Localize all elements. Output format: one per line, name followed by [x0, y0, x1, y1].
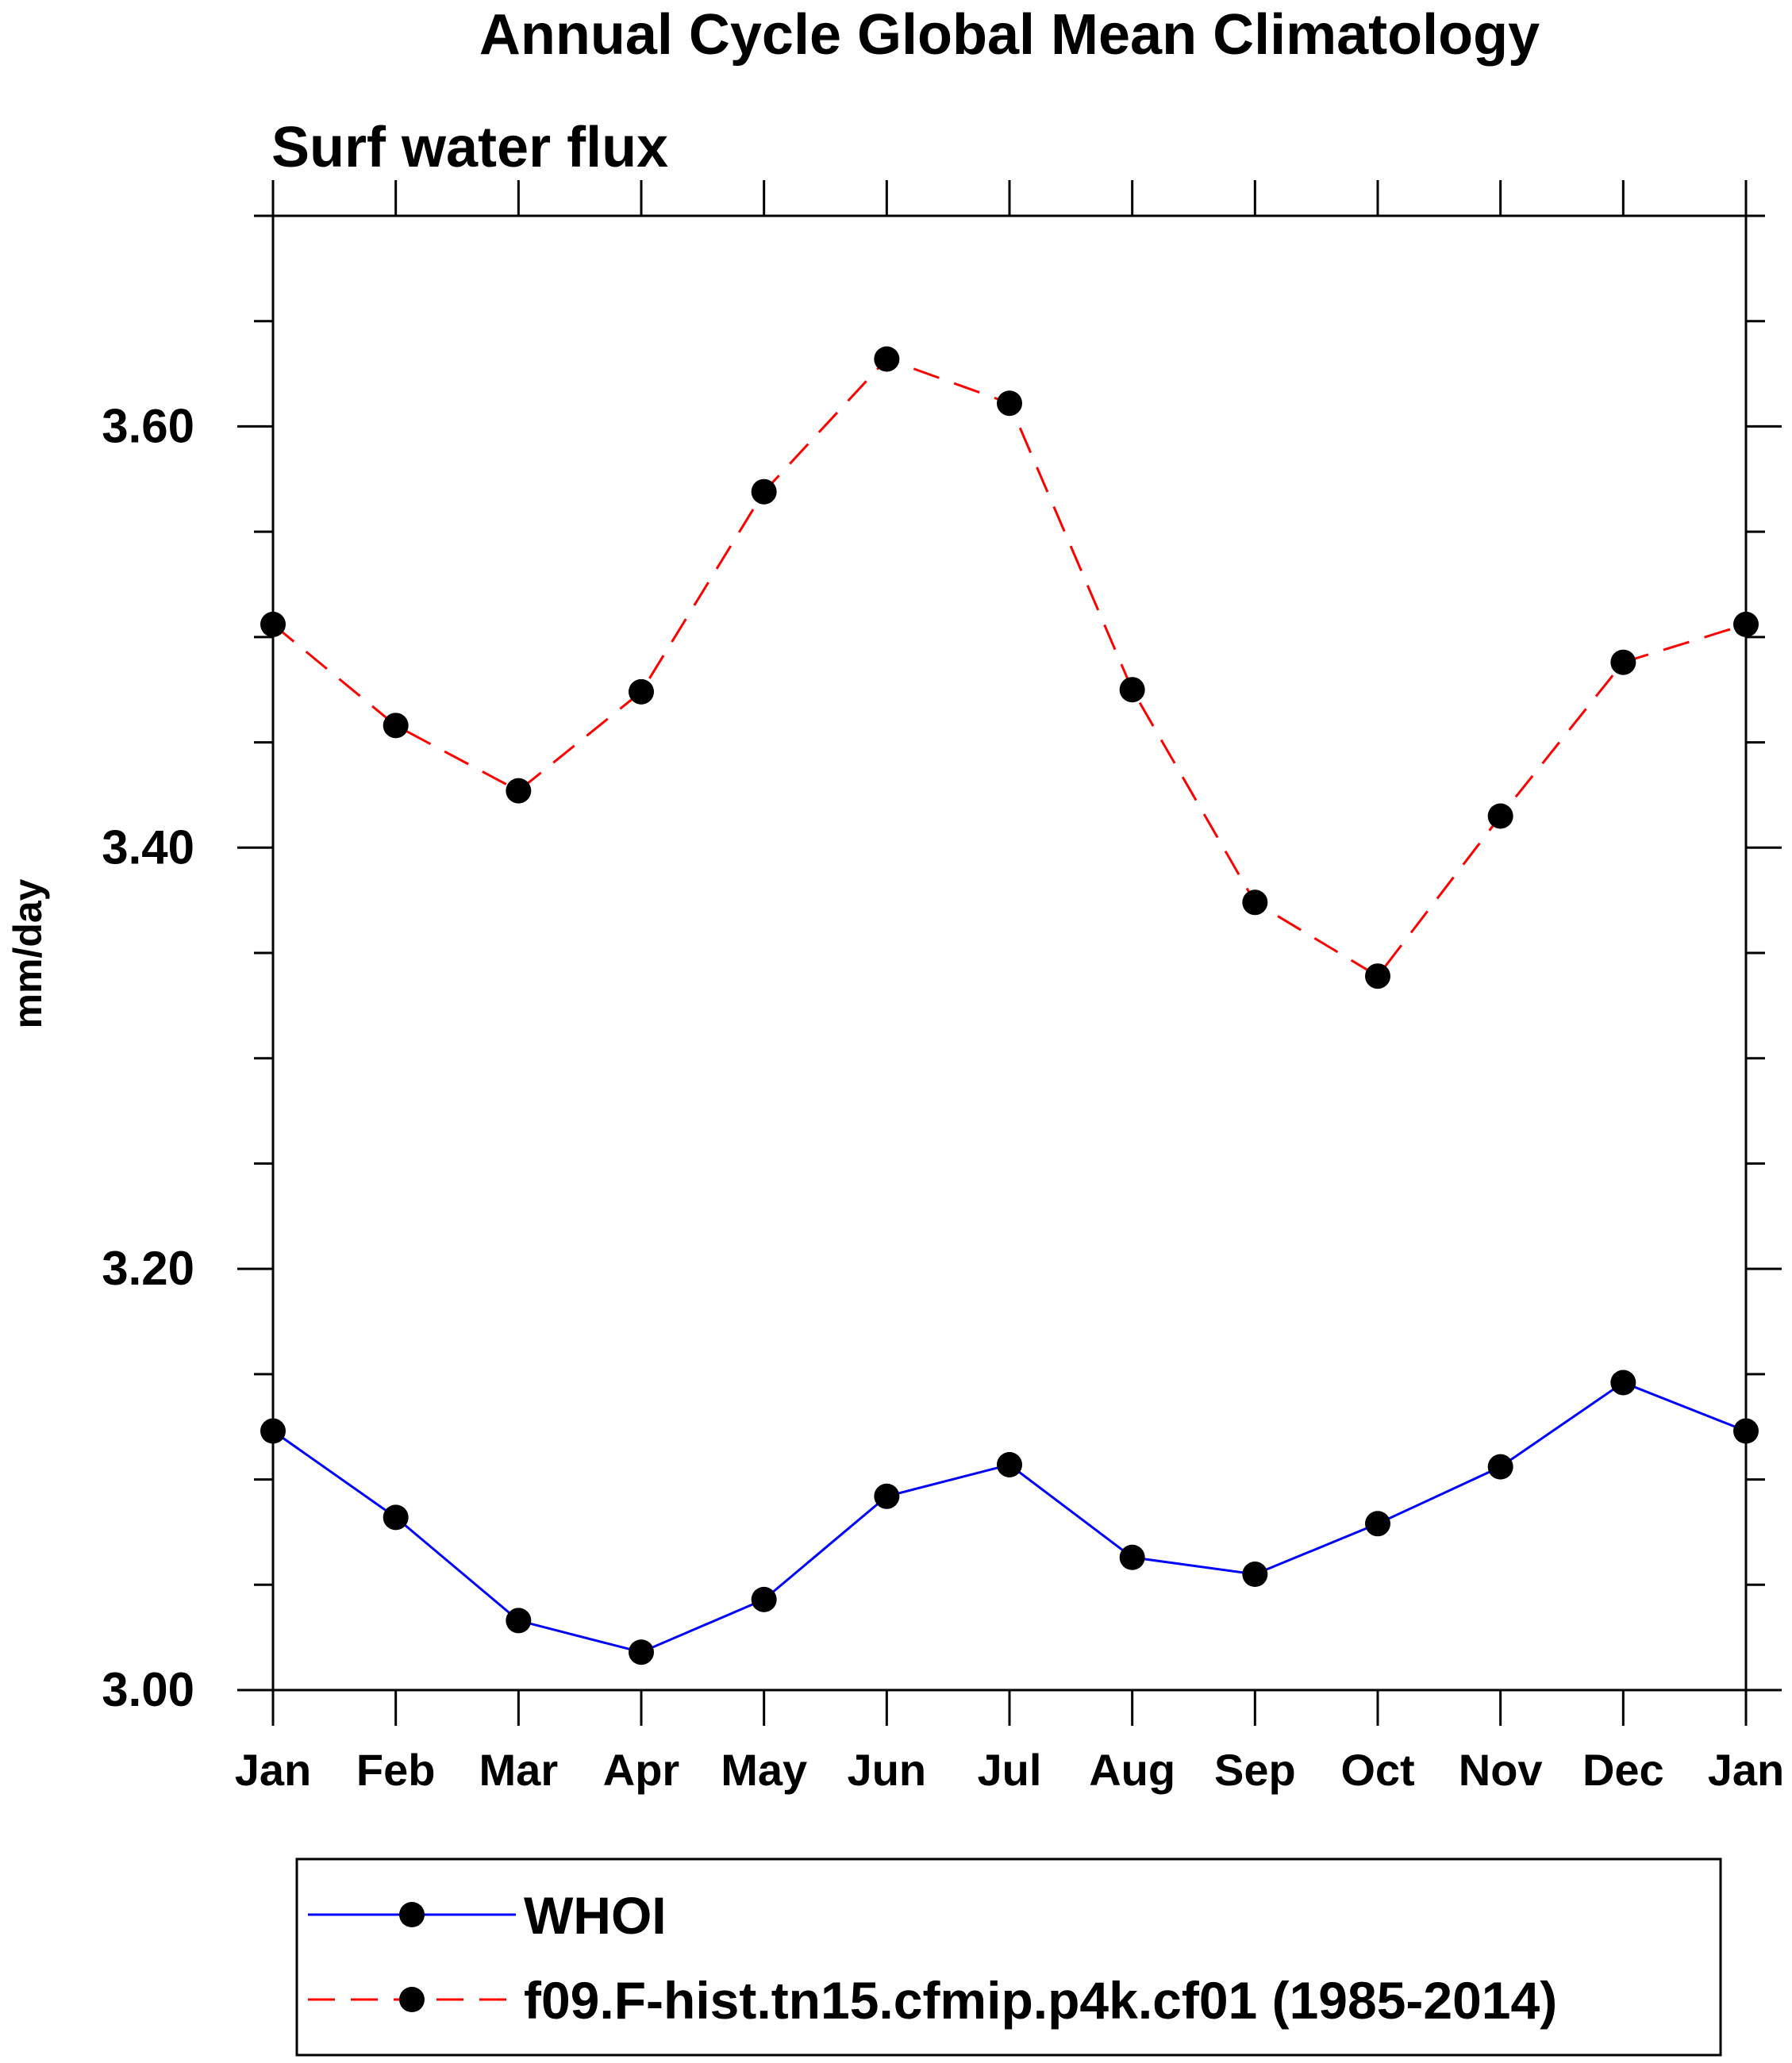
- x-tick-label: Jan: [1708, 1745, 1785, 1795]
- x-tick-label: Jul: [978, 1745, 1042, 1795]
- series-line-1: [272, 357, 1747, 978]
- series-layer: [260, 346, 1759, 1665]
- y-tick-label: 3.40: [102, 820, 194, 874]
- data-point: [629, 678, 654, 705]
- x-tick-label: Dec: [1582, 1745, 1664, 1795]
- x-tick-label: Jun: [848, 1745, 927, 1795]
- data-point: [751, 1586, 777, 1612]
- plot-frame: [271, 214, 1748, 1692]
- data-point: [874, 1483, 900, 1509]
- x-tick-label: Aug: [1089, 1745, 1175, 1795]
- legend-marker: [399, 1987, 425, 2012]
- x-tick-label: Feb: [356, 1745, 436, 1795]
- ticks-layer: Jan Feb Mar Apr May Jun Jul Aug Sep Oct Nov Dec Jan 3…: [102, 180, 1784, 1795]
- data-point: [1242, 1562, 1268, 1588]
- legend-marker: [399, 1902, 425, 1927]
- legend-label: WHOI: [524, 1886, 667, 1945]
- data-point: [1610, 649, 1636, 675]
- x-tick-label: Mar: [479, 1745, 559, 1795]
- y-tick-label: 3.60: [102, 399, 194, 452]
- x-tick-label: May: [721, 1745, 807, 1795]
- data-point: [1610, 1370, 1636, 1396]
- x-tick-label: Nov: [1459, 1745, 1543, 1795]
- data-point: [751, 478, 777, 505]
- data-point: [1487, 803, 1513, 829]
- data-point: [874, 346, 900, 372]
- chart-subtitle: Surf water flux: [271, 116, 668, 179]
- data-point: [506, 778, 532, 804]
- series-line-0: [272, 1381, 1747, 1654]
- y-tick-label: 3.20: [102, 1242, 194, 1295]
- data-point: [997, 390, 1022, 417]
- data-point: [506, 1608, 532, 1634]
- data-point: [1119, 1544, 1145, 1570]
- x-tick-label: Sep: [1214, 1745, 1296, 1795]
- legend-label: f09.F-hist.tn15.cfmip.p4k.cf01 (1985-201…: [524, 1971, 1557, 2030]
- data-point: [997, 1451, 1022, 1477]
- x-tick-label: Apr: [603, 1745, 679, 1795]
- x-tick-label: Jan: [235, 1745, 312, 1795]
- data-point: [629, 1639, 654, 1665]
- data-point: [383, 713, 409, 739]
- legend-box: [295, 1857, 1722, 2057]
- y-axis-label: mm/day: [6, 878, 50, 1028]
- chart-title: Annual Cycle Global Mean Climatology: [479, 3, 1540, 67]
- data-point: [1119, 677, 1145, 703]
- data-point: [383, 1504, 409, 1531]
- data-point: [1365, 963, 1390, 989]
- y-tick-label: 3.00: [102, 1663, 194, 1716]
- data-point: [1487, 1454, 1513, 1480]
- data-point: [1242, 889, 1268, 916]
- data-point: [1365, 1511, 1390, 1537]
- x-tick-label: Oct: [1340, 1745, 1414, 1795]
- legend: WHOI f09.F-hist.tn15.cfmip.p4k.cf01 (1985…: [295, 1857, 1722, 2057]
